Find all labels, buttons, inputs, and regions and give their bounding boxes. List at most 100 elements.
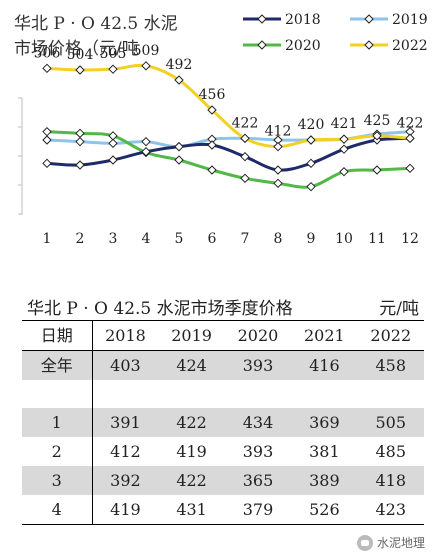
table-cell: 422 — [158, 408, 225, 437]
table-unit: 元/吨 — [379, 299, 419, 319]
legend-marker-2019 — [364, 14, 374, 24]
data-point-2018 — [273, 165, 283, 175]
data-point-2018 — [108, 155, 118, 165]
header-cell: 2022 — [357, 320, 424, 351]
data-label: 422 — [397, 115, 424, 131]
table-cell: 391 — [92, 408, 159, 437]
chart-title-line2: 市场价格（元/吨 — [14, 39, 139, 59]
x-tick-label: 4 — [142, 231, 151, 247]
data-label: 492 — [166, 57, 193, 73]
data-point-2018 — [42, 158, 52, 169]
header-cell: 2020 — [224, 320, 292, 351]
data-point-2018 — [75, 160, 85, 170]
table-title: 华北 P · O 42.5 水泥市场季度价格 — [27, 299, 293, 319]
x-tick-label: 3 — [109, 231, 118, 247]
header-cell: 2018 — [92, 320, 159, 351]
data-point-2022 — [405, 133, 415, 144]
data-point-2022 — [108, 64, 118, 74]
table-row: 3 392 422 365 389 418 — [22, 466, 424, 495]
table-cell: 434 — [224, 408, 292, 437]
legend-label-2020: 2020 — [285, 38, 321, 54]
x-tick-label: 2 — [76, 231, 85, 247]
data-point-2022 — [75, 65, 85, 75]
x-tick-label: 6 — [208, 231, 217, 247]
table-cell: 393 — [224, 350, 292, 380]
data-point-2019 — [75, 136, 85, 147]
table-cell: 412 — [110, 442, 141, 461]
legend-label-2019: 2019 — [392, 12, 428, 28]
table-row-annual: 全年 403 424 393 416 458 — [22, 350, 424, 380]
table-cell: 4 — [22, 495, 93, 525]
data-label: 422 — [232, 115, 259, 131]
table-cell: 403 — [92, 350, 159, 380]
data-point-2018 — [339, 144, 349, 154]
data-point-2019 — [42, 135, 52, 145]
header-cell: 2019 — [158, 320, 225, 351]
table-cell: 392 — [92, 466, 159, 495]
data-point-2018 — [141, 146, 151, 157]
table-cell: 526 — [291, 495, 358, 525]
table-row: 1 391 422 434 369 505 — [22, 408, 424, 437]
data-point-2022 — [174, 75, 184, 85]
data-point-2020 — [306, 181, 316, 192]
x-tick-label: 7 — [241, 231, 250, 247]
table-cell: 2 — [22, 437, 93, 466]
table-cell: 389 — [291, 466, 358, 495]
data-point-2020 — [207, 165, 217, 175]
legend-marker-2022 — [364, 40, 374, 50]
data-label: 425 — [364, 113, 391, 129]
table-cell: 485 — [375, 442, 407, 461]
table-cell: 423 — [357, 495, 424, 525]
data-point-2020 — [405, 163, 415, 174]
x-tick-label: 5 — [175, 231, 184, 247]
header-cell: 2021 — [291, 320, 358, 351]
data-point-2018 — [240, 151, 250, 162]
series-line-2020 — [45, 130, 412, 189]
data-point-2020 — [42, 126, 52, 137]
data-label: 420 — [298, 117, 325, 133]
table-cell: 365 — [224, 466, 292, 495]
quarterly-price-table: 日期 2018 2019 2020 2021 2022 全年 403 424 3… — [22, 320, 424, 525]
x-tick-label: 1 — [43, 231, 52, 247]
data-point-2022 — [372, 131, 382, 141]
x-tick-label: 10 — [335, 231, 353, 247]
data-point-2018 — [207, 140, 217, 150]
table-cell: 419 — [92, 495, 159, 525]
table-row: 2 412 419 393 381 485 — [22, 437, 424, 466]
header-cell: 日期 — [22, 320, 93, 351]
table-cell: 3 — [22, 466, 93, 495]
data-point-2022 — [339, 134, 349, 144]
table-row: 4 419 431 379 526 423 — [22, 495, 424, 525]
data-point-2022 — [42, 63, 52, 74]
data-point-2022 — [240, 133, 250, 144]
data-point-2019 — [141, 136, 151, 147]
legend-label-2018: 2018 — [285, 12, 321, 28]
table-cell: 381 — [309, 442, 340, 461]
x-tick-label: 12 — [401, 231, 419, 247]
data-label: 505 — [100, 46, 127, 62]
data-point-2020 — [108, 131, 118, 141]
x-tick-label: 11 — [368, 231, 386, 247]
table-cell: 全年 — [22, 350, 93, 380]
table-cell: 369 — [291, 408, 358, 437]
data-point-2020 — [339, 166, 349, 177]
table-cell: 424 — [158, 350, 225, 380]
data-point-2022 — [273, 141, 283, 152]
data-point-2020 — [75, 128, 85, 139]
data-point-2022 — [306, 135, 316, 145]
data-point-2022 — [207, 105, 217, 115]
table-cell: 505 — [357, 408, 424, 437]
table-cell: 379 — [224, 495, 292, 525]
data-point-2018 — [306, 158, 316, 169]
table-cell: 422 — [158, 466, 225, 495]
table-header-row: 日期 2018 2019 2020 2021 2022 — [22, 320, 424, 351]
data-label: 504 — [67, 47, 94, 63]
data-label: 506 — [34, 45, 61, 61]
legend-label-2022: 2022 — [392, 38, 428, 54]
wechat-logo-icon — [356, 534, 373, 551]
table-cell: 393 — [242, 442, 274, 461]
watermark: 水泥地理 — [356, 534, 425, 551]
table-cell: 431 — [158, 495, 225, 525]
table-spacer-row — [22, 380, 424, 408]
